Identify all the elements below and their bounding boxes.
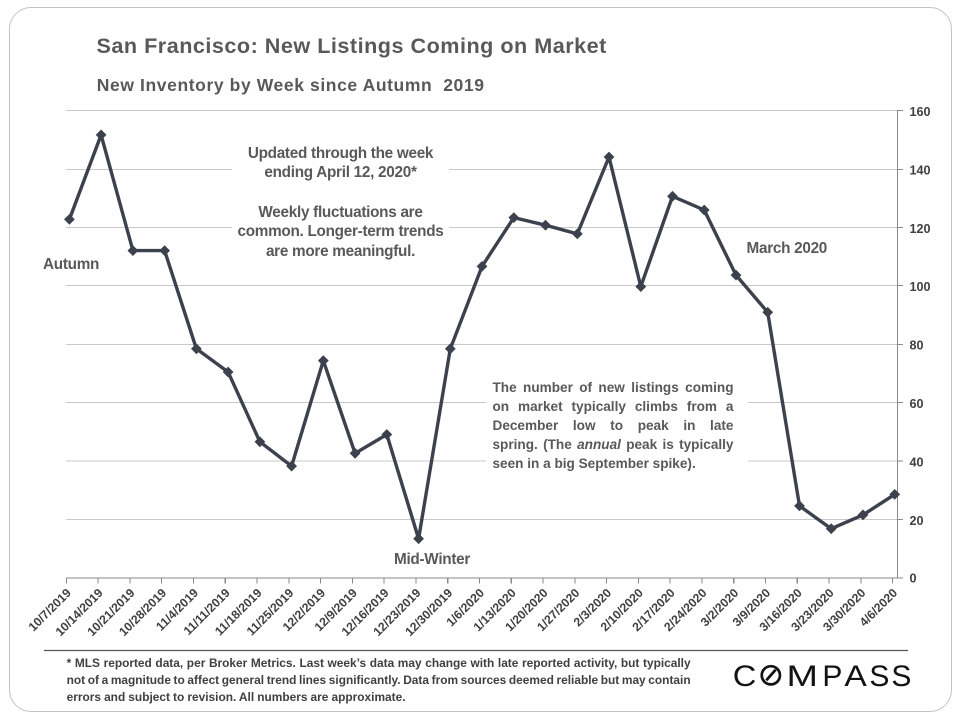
svg-text:S: S — [869, 660, 889, 693]
svg-text:M: M — [786, 660, 817, 693]
svg-text:A: A — [844, 659, 867, 693]
svg-text:120: 120 — [910, 222, 931, 236]
svg-text:160: 160 — [910, 105, 931, 119]
svg-text:60: 60 — [910, 397, 924, 411]
svg-text:20: 20 — [910, 514, 924, 528]
svg-text:C: C — [733, 659, 757, 692]
svg-text:P: P — [822, 660, 842, 693]
svg-text:80: 80 — [910, 339, 924, 353]
svg-text:140: 140 — [910, 163, 931, 177]
svg-text:S: S — [891, 660, 911, 693]
svg-text:40: 40 — [910, 455, 924, 469]
svg-text:100: 100 — [910, 280, 931, 294]
svg-text:0: 0 — [910, 572, 917, 586]
